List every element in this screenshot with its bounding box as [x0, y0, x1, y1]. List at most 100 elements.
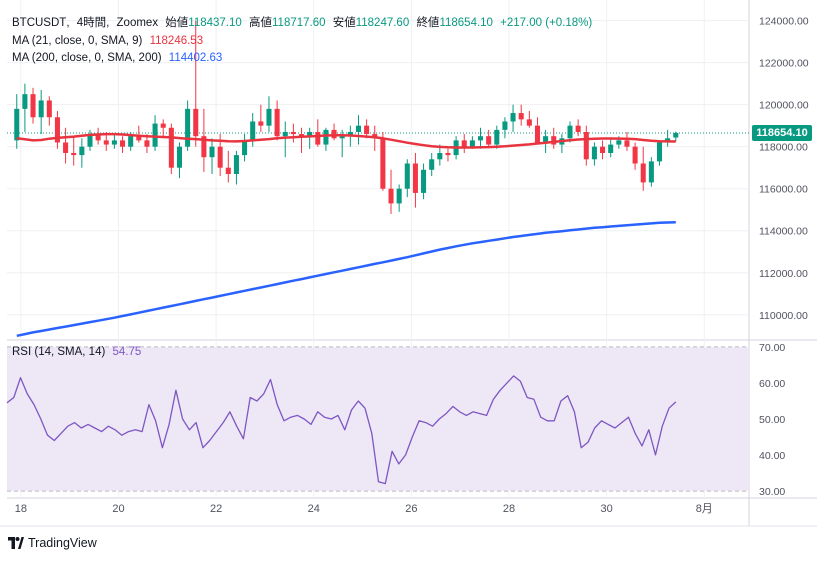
legend-rsi[interactable]: RSI (14, SMA, 14) 54.75 [12, 345, 145, 359]
candle-body [469, 140, 475, 147]
candle-body [54, 117, 60, 143]
candle [168, 123, 174, 174]
legend-low-label: 安値 [332, 17, 356, 29]
candle-body [388, 188, 394, 204]
candle [111, 134, 117, 149]
candle [461, 134, 467, 153]
y-tick-label: 124000.00 [759, 16, 809, 28]
legend-rsi-label: RSI (14, SMA, 14) [12, 346, 106, 358]
candle [14, 94, 20, 149]
candle-body [128, 136, 134, 147]
candle-body [534, 125, 540, 143]
y-tick-label: 120000.00 [759, 100, 809, 112]
y-tick-label: 116000.00 [759, 184, 808, 196]
candle [404, 159, 410, 198]
candle-body [543, 136, 549, 143]
candle-body [616, 140, 622, 145]
candle [282, 121, 288, 158]
candle-body [364, 125, 370, 135]
candle-body [225, 167, 231, 174]
rsi-line [6, 375, 677, 485]
candle [71, 136, 77, 166]
candle [673, 131, 679, 142]
candle-body [494, 129, 500, 145]
candle [396, 184, 402, 212]
candle-body [437, 152, 443, 160]
rsi-y-tick-label: 60.00 [759, 378, 785, 390]
candle-body [421, 169, 427, 193]
rsi-y-tick-label: 50.00 [759, 414, 785, 426]
candle-body [355, 125, 361, 132]
candle [632, 142, 638, 170]
candle [22, 83, 28, 132]
legend-symbol[interactable]: BTCUSDT [12, 17, 67, 29]
legend-close-label: 終値 [416, 17, 440, 29]
rsi-y-tick-label: 30.00 [759, 486, 785, 498]
legend-ma200-value: 114402.63 [168, 52, 223, 64]
candle-body [136, 136, 142, 141]
candle [591, 142, 597, 166]
candle-body [152, 123, 158, 147]
candle [543, 129, 549, 153]
candle [323, 127, 329, 151]
candle [46, 96, 52, 126]
legend-exchange: Zoomex [116, 17, 159, 29]
candle [87, 129, 93, 151]
axis-layer: 18 20 22 24 26 28 30 8月 110000.00 112000.00 114000… [15, 16, 809, 515]
x-tick-label: 8月 [696, 503, 713, 515]
ma200-layer [16, 221, 676, 338]
candle-body [339, 136, 345, 139]
candle [95, 127, 101, 145]
tradingview-logo[interactable]: TradingView [8, 535, 97, 551]
candle [160, 119, 166, 139]
candle-body [445, 152, 451, 156]
candle-body [380, 138, 386, 189]
legend-ma21[interactable]: MA (21, close, 0, SMA, 9) 118246.53 [12, 34, 207, 48]
candle [486, 129, 492, 147]
legend-rsi-value: 54.75 [112, 346, 142, 358]
legend-open-label: 始値 [165, 17, 189, 29]
x-tick-label: 30 [600, 503, 612, 515]
candle-body [575, 125, 581, 132]
legend-ma200[interactable]: MA (200, close, 0, SMA, 200) 114402.63 [12, 51, 226, 65]
candle-body [274, 108, 280, 137]
tradingview-brand-text: TradingView [28, 536, 97, 550]
candle-body [323, 129, 329, 145]
candle [54, 110, 60, 149]
candle [380, 131, 386, 191]
legend-ma21-label: MA (21, close, 0, SMA, 9) [12, 35, 143, 47]
rsi-layer [6, 375, 677, 485]
candle-body [396, 188, 402, 204]
candle-body [193, 108, 199, 137]
candle-body [477, 136, 484, 141]
candle-body [640, 163, 646, 183]
candle [290, 123, 296, 143]
candle [307, 127, 313, 149]
candle-body [258, 121, 264, 126]
candle [412, 152, 418, 208]
candle [193, 20, 199, 147]
candle-body [673, 132, 679, 138]
candle [315, 119, 321, 147]
candle [429, 152, 435, 177]
candle-body [38, 100, 44, 118]
candle-body [486, 136, 492, 145]
x-tick-label: 18 [15, 503, 27, 515]
y-tick-label: 114000.00 [759, 226, 808, 238]
candle [648, 157, 654, 187]
candle-body [656, 142, 663, 162]
candle-body [168, 127, 174, 168]
candle [518, 104, 524, 126]
candle-body [95, 134, 101, 141]
candle [575, 119, 581, 137]
candle-body [429, 159, 435, 170]
candle-body [461, 140, 467, 147]
y-tick-label: 110000.00 [759, 310, 808, 322]
candle [477, 127, 484, 149]
last-price-badge: 118654.10 [752, 124, 812, 141]
candle [526, 110, 532, 128]
legend-high-value: 118717.60 [272, 17, 326, 29]
legend-interval[interactable]: 4時間 [76, 17, 107, 29]
